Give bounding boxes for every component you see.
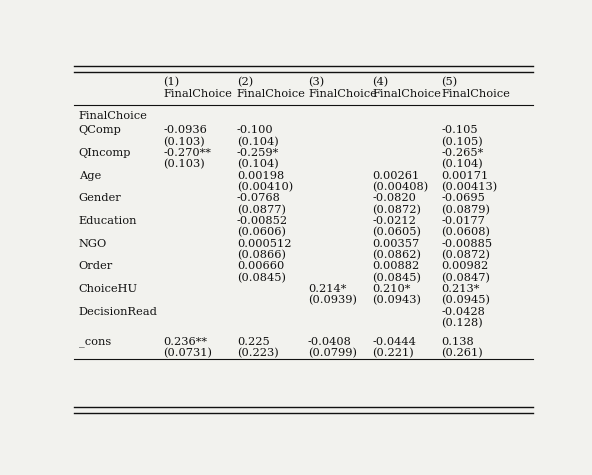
Text: (4): (4) [372,77,388,87]
Text: 0.00357: 0.00357 [372,238,420,248]
Text: (1): (1) [163,77,180,87]
Text: 0.00171: 0.00171 [441,171,488,180]
Text: FinalChoice: FinalChoice [237,89,305,99]
Text: (0.103): (0.103) [163,160,205,170]
Text: (0.128): (0.128) [441,318,483,328]
Text: (0.00413): (0.00413) [441,182,497,192]
Text: 0.213*: 0.213* [441,284,480,294]
Text: (5): (5) [441,77,457,87]
Text: (0.261): (0.261) [441,348,483,359]
Text: (0.0939): (0.0939) [308,295,357,306]
Text: (0.0872): (0.0872) [441,250,490,260]
Text: (0.00408): (0.00408) [372,182,429,192]
Text: (0.0605): (0.0605) [372,228,422,238]
Text: (0.0872): (0.0872) [372,205,422,215]
Text: (0.221): (0.221) [372,348,414,359]
Text: -0.00885: -0.00885 [441,238,492,248]
Text: (0.104): (0.104) [441,160,483,170]
Text: (0.0731): (0.0731) [163,348,213,359]
Text: FinalChoice: FinalChoice [79,111,147,121]
Text: 0.138: 0.138 [441,337,474,347]
Text: Education: Education [79,216,137,226]
Text: -0.0408: -0.0408 [308,337,352,347]
Text: -0.0212: -0.0212 [372,216,416,226]
Text: (0.103): (0.103) [163,137,205,147]
Text: Order: Order [79,261,113,271]
Text: -0.259*: -0.259* [237,148,279,158]
Text: NGO: NGO [79,238,107,248]
Text: (0.0845): (0.0845) [372,273,422,283]
Text: -0.00852: -0.00852 [237,216,288,226]
Text: Gender: Gender [79,193,121,203]
Text: FinalChoice: FinalChoice [441,89,510,99]
Text: (0.0866): (0.0866) [237,250,286,260]
Text: FinalChoice: FinalChoice [163,89,232,99]
Text: -0.0177: -0.0177 [441,216,485,226]
Text: FinalChoice: FinalChoice [372,89,441,99]
Text: 0.000512: 0.000512 [237,238,291,248]
Text: (0.0606): (0.0606) [237,228,286,238]
Text: (0.0847): (0.0847) [441,273,490,283]
Text: -0.0936: -0.0936 [163,125,207,135]
Text: 0.236**: 0.236** [163,337,207,347]
Text: -0.270**: -0.270** [163,148,211,158]
Text: DecisionRead: DecisionRead [79,306,157,316]
Text: (0.0862): (0.0862) [372,250,422,260]
Text: (0.105): (0.105) [441,137,483,147]
Text: 0.210*: 0.210* [372,284,411,294]
Text: _cons: _cons [79,337,111,347]
Text: (0.00410): (0.00410) [237,182,293,192]
Text: 0.00882: 0.00882 [372,261,420,271]
Text: 0.00198: 0.00198 [237,171,284,180]
Text: FinalChoice: FinalChoice [308,89,377,99]
Text: 0.00982: 0.00982 [441,261,488,271]
Text: (0.0943): (0.0943) [372,295,422,306]
Text: (0.0799): (0.0799) [308,348,357,359]
Text: 0.00660: 0.00660 [237,261,284,271]
Text: (0.0845): (0.0845) [237,273,286,283]
Text: (0.0879): (0.0879) [441,205,490,215]
Text: QIncomp: QIncomp [79,148,131,158]
Text: (0.223): (0.223) [237,348,279,359]
Text: (0.104): (0.104) [237,137,279,147]
Text: -0.0820: -0.0820 [372,193,416,203]
Text: 0.00261: 0.00261 [372,171,420,180]
Text: -0.0428: -0.0428 [441,306,485,316]
Text: -0.0444: -0.0444 [372,337,416,347]
Text: Age: Age [79,171,101,180]
Text: 0.214*: 0.214* [308,284,346,294]
Text: (0.0608): (0.0608) [441,228,490,238]
Text: (3): (3) [308,77,324,87]
Text: -0.0768: -0.0768 [237,193,281,203]
Text: (2): (2) [237,77,253,87]
Text: -0.105: -0.105 [441,125,478,135]
Text: (0.104): (0.104) [237,160,279,170]
Text: (0.0945): (0.0945) [441,295,490,306]
Text: -0.0695: -0.0695 [441,193,485,203]
Text: -0.265*: -0.265* [441,148,483,158]
Text: -0.100: -0.100 [237,125,274,135]
Text: ChoiceHU: ChoiceHU [79,284,138,294]
Text: 0.225: 0.225 [237,337,269,347]
Text: QComp: QComp [79,125,121,135]
Text: (0.0877): (0.0877) [237,205,286,215]
